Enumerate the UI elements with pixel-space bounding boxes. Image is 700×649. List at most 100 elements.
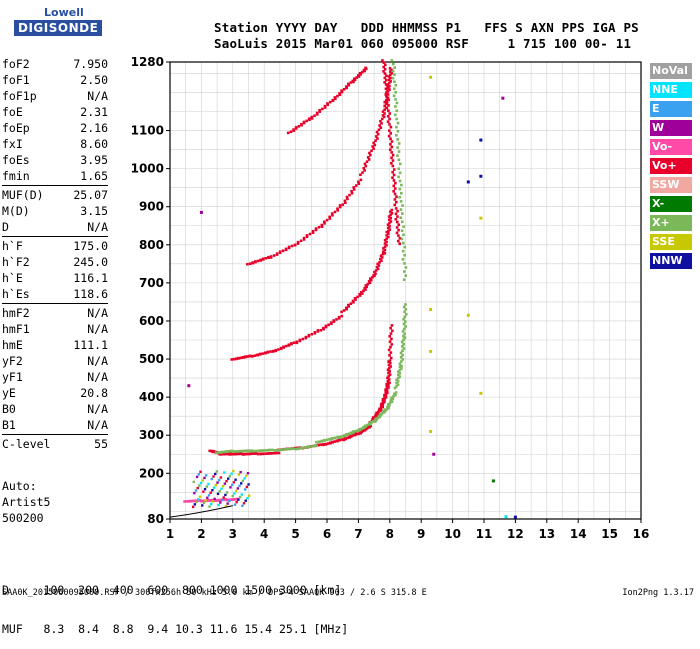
echo-point <box>389 213 392 217</box>
echo-point <box>260 449 263 452</box>
y-tick-label: 600 <box>139 314 164 328</box>
echo-point <box>392 94 396 98</box>
echo-point <box>385 240 388 244</box>
echo-point <box>400 237 404 241</box>
echo-point <box>388 112 392 115</box>
parameter-row: foF1p N/A <box>2 88 108 104</box>
es-echo-point <box>218 490 221 493</box>
echo-point <box>322 326 325 330</box>
echo-point <box>257 449 261 453</box>
echo-point <box>379 119 382 123</box>
echo-point <box>397 370 400 373</box>
echo-point <box>371 275 374 279</box>
echo-point <box>323 438 326 442</box>
isolated-echo-point <box>479 216 483 220</box>
echo-point <box>269 255 273 258</box>
echo-point <box>374 413 378 416</box>
echo-point <box>384 394 388 398</box>
echo-point <box>393 80 396 84</box>
es-echo-point <box>206 496 209 500</box>
parameter-name: yF1 <box>2 370 23 384</box>
echo-point <box>330 436 334 440</box>
echo-point <box>391 76 395 80</box>
echo-point <box>394 391 398 394</box>
echo-point <box>363 424 367 428</box>
echo-point <box>355 76 359 79</box>
echo-point <box>284 247 288 251</box>
isolated-echo-point <box>466 180 470 184</box>
echo-point <box>385 389 389 393</box>
echo-point <box>383 393 386 397</box>
echo-point <box>386 223 390 227</box>
es-echo-point <box>214 483 217 487</box>
echo-point <box>353 433 356 436</box>
legend-item: W <box>650 120 692 136</box>
legend-item: SSE <box>650 234 692 250</box>
es-echo-point <box>244 499 247 502</box>
echo-point <box>388 359 392 363</box>
echo-point <box>360 427 364 430</box>
echo-point <box>389 137 392 141</box>
echo-point <box>281 249 285 253</box>
es-echo-point <box>209 491 212 494</box>
es-echo-point <box>245 485 249 489</box>
echo-point <box>330 212 334 215</box>
echo-point <box>229 452 232 456</box>
echo-point <box>382 70 385 73</box>
es-echo-point <box>242 502 246 505</box>
echo-point <box>386 381 390 385</box>
parameter-value: 25.07 <box>73 188 108 202</box>
echo-point <box>354 432 358 435</box>
x-tick-label: 15 <box>601 527 618 541</box>
echo-point <box>394 91 397 94</box>
echo-point <box>263 449 266 452</box>
echo-point <box>211 450 215 454</box>
echo-point <box>390 151 393 154</box>
parameter-row: foF2 7.950 <box>2 56 108 72</box>
echo-point <box>300 122 303 126</box>
echo-point <box>310 332 314 336</box>
es-echo-point <box>201 479 204 482</box>
es-echo-point <box>220 487 223 490</box>
echo-point <box>344 85 348 88</box>
echo-point <box>353 77 356 80</box>
echo-point <box>373 419 376 423</box>
echo-point <box>386 368 390 372</box>
echo-point <box>381 110 385 113</box>
echo-point <box>362 289 365 293</box>
echo-point <box>383 112 386 115</box>
scaled-parameters-panel: foF2 7.950 foF1 2.50 foF1p N/A foE 2.31 foEp 2.16… <box>2 56 108 452</box>
echo-point <box>225 452 228 456</box>
echo-point <box>369 424 373 428</box>
isolated-echo-point <box>429 75 433 79</box>
footer-version: Ion2Png 1.3.17 <box>622 588 694 598</box>
echo-point <box>388 366 391 370</box>
parameter-value: N/A <box>87 418 108 432</box>
muf-value-row: MUF 8.3 8.4 8.8 9.4 10.3 11.6 15.4 25.1 … <box>2 622 349 636</box>
echo-point <box>379 404 383 408</box>
echo-point <box>231 498 234 501</box>
echo-point <box>315 440 318 444</box>
isolated-echo-point <box>429 308 433 312</box>
echo-point <box>287 343 291 347</box>
parameter-name: hmF2 <box>2 306 30 320</box>
echo-point <box>332 319 336 322</box>
legend-item: X+ <box>650 215 692 231</box>
echo-point <box>289 130 293 134</box>
es-echo-point <box>197 498 200 501</box>
echo-point <box>350 191 354 195</box>
legend-item: NNE <box>650 82 692 98</box>
autoscale-status: Auto: Artist5 500200 <box>2 478 50 526</box>
isolated-echo-point <box>504 515 508 519</box>
parameter-value: N/A <box>87 402 108 416</box>
echo-point <box>356 295 359 299</box>
echo-point <box>269 350 272 353</box>
echo-point <box>395 226 399 229</box>
echo-point <box>402 347 406 350</box>
echo-point <box>368 151 371 155</box>
es-echo-point <box>230 472 233 475</box>
es-echo-point <box>219 476 223 479</box>
parameter-value: 2.31 <box>80 105 108 119</box>
echo-point <box>383 238 387 242</box>
x-tick-label: 8 <box>386 527 394 541</box>
